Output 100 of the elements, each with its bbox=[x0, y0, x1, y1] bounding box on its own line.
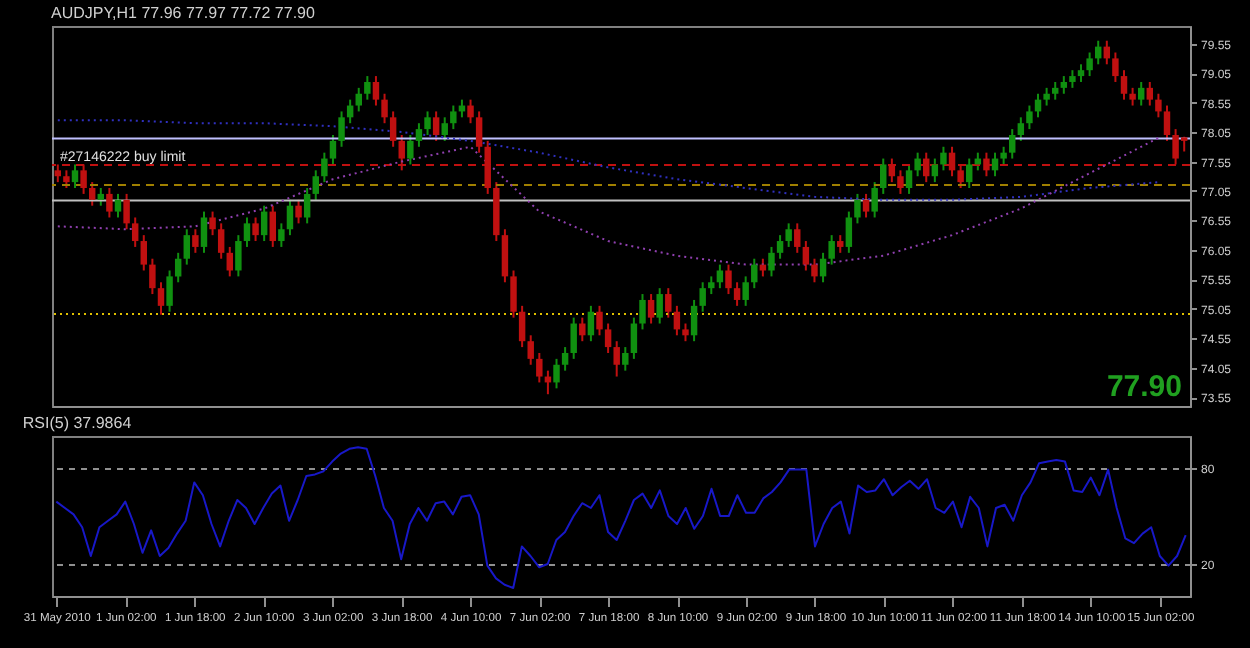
candlestick bbox=[931, 157, 939, 184]
candlestick bbox=[501, 228, 509, 284]
candlestick bbox=[269, 204, 276, 248]
candlestick bbox=[252, 216, 259, 243]
candlestick bbox=[381, 92, 388, 125]
candlestick bbox=[493, 181, 500, 243]
candlestick bbox=[475, 110, 483, 154]
candlestick bbox=[1137, 80, 1145, 107]
candlestick bbox=[630, 316, 638, 360]
candlestick bbox=[278, 222, 285, 248]
chart-title: AUDJPY,H1 77.96 77.97 77.72 77.90 bbox=[51, 4, 316, 22]
candlestick bbox=[811, 257, 818, 284]
candlestick bbox=[183, 228, 190, 266]
line-series bbox=[55, 446, 1187, 589]
candlestick bbox=[355, 86, 362, 113]
candlestick bbox=[432, 110, 440, 142]
candlestick bbox=[407, 133, 414, 166]
candlestick bbox=[1026, 104, 1033, 131]
candlestick bbox=[536, 351, 543, 384]
candlestick bbox=[871, 181, 878, 219]
candlestick bbox=[415, 122, 423, 148]
candlestick bbox=[527, 334, 534, 366]
candlestick bbox=[329, 133, 337, 166]
candlestick bbox=[372, 75, 380, 107]
candlestick bbox=[321, 151, 328, 184]
candlestick bbox=[441, 116, 448, 142]
candlestick bbox=[312, 169, 319, 201]
candlestick bbox=[149, 257, 156, 296]
candlestick bbox=[725, 263, 732, 296]
candlestick bbox=[647, 293, 655, 325]
candlestick bbox=[338, 110, 345, 148]
candlestick bbox=[880, 157, 887, 195]
candlestick bbox=[733, 281, 741, 307]
candlestick bbox=[742, 275, 749, 307]
candlestick bbox=[303, 187, 311, 225]
candlestick bbox=[966, 157, 973, 190]
candlestick bbox=[88, 181, 96, 207]
candlestick bbox=[235, 234, 242, 278]
candlestick bbox=[656, 287, 663, 325]
candlestick bbox=[200, 210, 208, 254]
candlestick bbox=[604, 322, 612, 354]
candlestick bbox=[716, 263, 724, 290]
candlestick bbox=[794, 222, 801, 254]
candlestick bbox=[286, 198, 294, 237]
candlestick bbox=[862, 192, 870, 219]
candlestick bbox=[1086, 51, 1093, 78]
candlestick bbox=[699, 281, 706, 313]
candlestick bbox=[587, 304, 595, 343]
candlestick bbox=[467, 98, 474, 125]
candlestick bbox=[905, 163, 913, 195]
candlestick bbox=[295, 198, 302, 225]
candlestick bbox=[1155, 92, 1162, 119]
candlestick bbox=[450, 104, 457, 131]
candlestick bbox=[828, 234, 835, 266]
candlestick bbox=[209, 210, 216, 237]
candlestick bbox=[243, 216, 251, 248]
candlestick bbox=[106, 187, 113, 219]
line-series bbox=[56, 119, 1160, 201]
candlestick bbox=[166, 269, 173, 313]
candlestick bbox=[140, 234, 148, 272]
candlestick bbox=[123, 192, 130, 231]
candlestick bbox=[845, 210, 853, 254]
annotation: 77.90 bbox=[1106, 370, 1182, 404]
candlestick bbox=[217, 222, 225, 260]
candlestick bbox=[71, 163, 79, 190]
candlestick bbox=[622, 346, 629, 372]
candlestick bbox=[613, 340, 620, 378]
candlestick bbox=[802, 240, 810, 272]
candlestick bbox=[639, 293, 646, 331]
candlestick bbox=[260, 204, 268, 243]
candlestick bbox=[1146, 80, 1154, 107]
chart-title: RSI(5) 37.9864 bbox=[22, 414, 133, 432]
candlestick bbox=[854, 192, 861, 225]
candlestick bbox=[192, 228, 199, 254]
candlestick bbox=[131, 216, 139, 248]
candlestick bbox=[553, 357, 560, 390]
candlestick bbox=[1120, 69, 1128, 101]
candlestick bbox=[1009, 128, 1016, 160]
candlestick bbox=[518, 304, 526, 349]
candlestick bbox=[914, 151, 921, 178]
candlestick bbox=[114, 192, 122, 219]
candlestick bbox=[1163, 104, 1171, 142]
candlestick bbox=[364, 75, 371, 101]
candlestick bbox=[561, 346, 569, 372]
candlestick bbox=[389, 110, 397, 148]
candlestick bbox=[424, 110, 431, 136]
candlestick bbox=[785, 222, 792, 248]
candlestick bbox=[940, 145, 947, 172]
candlestick bbox=[157, 281, 165, 316]
candlestick bbox=[1017, 116, 1025, 142]
candlestick bbox=[510, 269, 517, 319]
candlestick bbox=[776, 234, 784, 260]
candlestick bbox=[665, 287, 672, 319]
candlestick bbox=[768, 245, 775, 278]
candlestick bbox=[897, 169, 904, 195]
candlestick bbox=[579, 316, 586, 343]
candlestick bbox=[1112, 51, 1119, 83]
candlestick bbox=[570, 316, 577, 360]
candlestick bbox=[596, 304, 603, 337]
candlestick bbox=[690, 298, 698, 343]
